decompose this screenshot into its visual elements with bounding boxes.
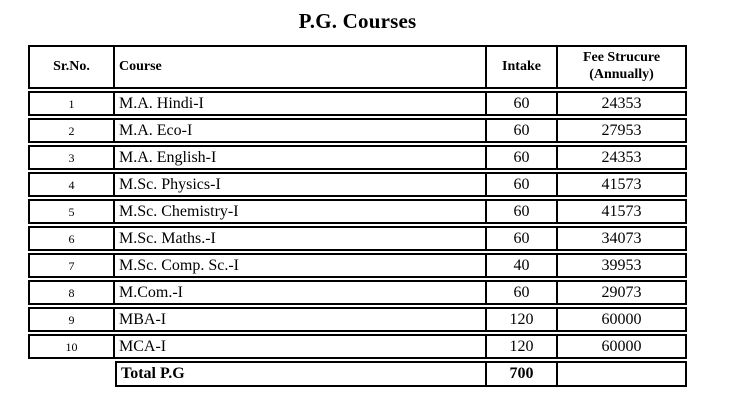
header-fee: Fee Strucure (Annually) — [558, 45, 687, 89]
table-row: 4 M.Sc. Physics-I 60 41573 — [28, 172, 687, 197]
cell-srno: 5 — [28, 199, 115, 224]
cell-course: M.A. English-I — [115, 145, 487, 170]
cell-srno: 8 — [28, 280, 115, 305]
cell-fee: 39953 — [558, 253, 687, 278]
cell-fee: 41573 — [558, 199, 687, 224]
cell-fee: 41573 — [558, 172, 687, 197]
table-row: 9 MBA-I 120 60000 — [28, 307, 687, 332]
total-label: Total P.G — [115, 361, 487, 387]
cell-fee: 27953 — [558, 118, 687, 143]
table-row: 6 M.Sc. Maths.-I 60 34073 — [28, 226, 687, 251]
pg-courses-table: Sr.No. Course Intake Fee Strucure (Annua… — [28, 43, 687, 389]
page-title: P.G. Courses — [298, 9, 417, 33]
cell-fee: 24353 — [558, 91, 687, 116]
cell-course: M.Sc. Physics-I — [115, 172, 487, 197]
table-row: 7 M.Sc. Comp. Sc.-I 40 39953 — [28, 253, 687, 278]
cell-intake: 60 — [487, 91, 558, 116]
cell-intake: 60 — [487, 199, 558, 224]
total-fee — [558, 361, 687, 387]
cell-course: M.A. Hindi-I — [115, 91, 487, 116]
cell-fee: 60000 — [558, 307, 687, 332]
table-row: 10 MCA-I 120 60000 — [28, 334, 687, 359]
cell-srno: 9 — [28, 307, 115, 332]
header-course: Course — [115, 45, 487, 89]
header-srno: Sr.No. — [28, 45, 115, 89]
cell-course: M.Sc. Chemistry-I — [115, 199, 487, 224]
table-row: 2 M.A. Eco-I 60 27953 — [28, 118, 687, 143]
cell-fee: 34073 — [558, 226, 687, 251]
header-fee-line2: (Annually) — [589, 67, 654, 82]
cell-srno: 1 — [28, 91, 115, 116]
cell-srno: 3 — [28, 145, 115, 170]
table-header-row: Sr.No. Course Intake Fee Strucure (Annua… — [28, 45, 687, 89]
cell-intake: 40 — [487, 253, 558, 278]
cell-intake: 60 — [487, 118, 558, 143]
cell-intake: 60 — [487, 226, 558, 251]
cell-course: MBA-I — [115, 307, 487, 332]
cell-intake: 60 — [487, 145, 558, 170]
header-intake: Intake — [487, 45, 558, 89]
table-row: 5 M.Sc. Chemistry-I 60 41573 — [28, 199, 687, 224]
cell-fee: 60000 — [558, 334, 687, 359]
header-fee-line1: Fee Strucure — [582, 50, 661, 66]
table-row: 3 M.A. English-I 60 24353 — [28, 145, 687, 170]
cell-course: M.A. Eco-I — [115, 118, 487, 143]
cell-intake: 60 — [487, 172, 558, 197]
table-row: 1 M.A. Hindi-I 60 24353 — [28, 91, 687, 116]
cell-course: MCA-I — [115, 334, 487, 359]
total-empty-cell — [28, 361, 115, 387]
cell-course: M.Sc. Maths.-I — [115, 226, 487, 251]
cell-intake: 120 — [487, 334, 558, 359]
cell-fee: 29073 — [558, 280, 687, 305]
total-intake: 700 — [487, 361, 558, 387]
cell-srno: 4 — [28, 172, 115, 197]
cell-srno: 6 — [28, 226, 115, 251]
cell-course: M.Com.-I — [115, 280, 487, 305]
cell-intake: 120 — [487, 307, 558, 332]
cell-course: M.Sc. Comp. Sc.-I — [115, 253, 487, 278]
cell-intake: 60 — [487, 280, 558, 305]
cell-srno: 10 — [28, 334, 115, 359]
cell-fee: 24353 — [558, 145, 687, 170]
table-row: 8 M.Com.-I 60 29073 — [28, 280, 687, 305]
cell-srno: 2 — [28, 118, 115, 143]
cell-srno: 7 — [28, 253, 115, 278]
table-total-row: Total P.G 700 — [28, 361, 687, 387]
